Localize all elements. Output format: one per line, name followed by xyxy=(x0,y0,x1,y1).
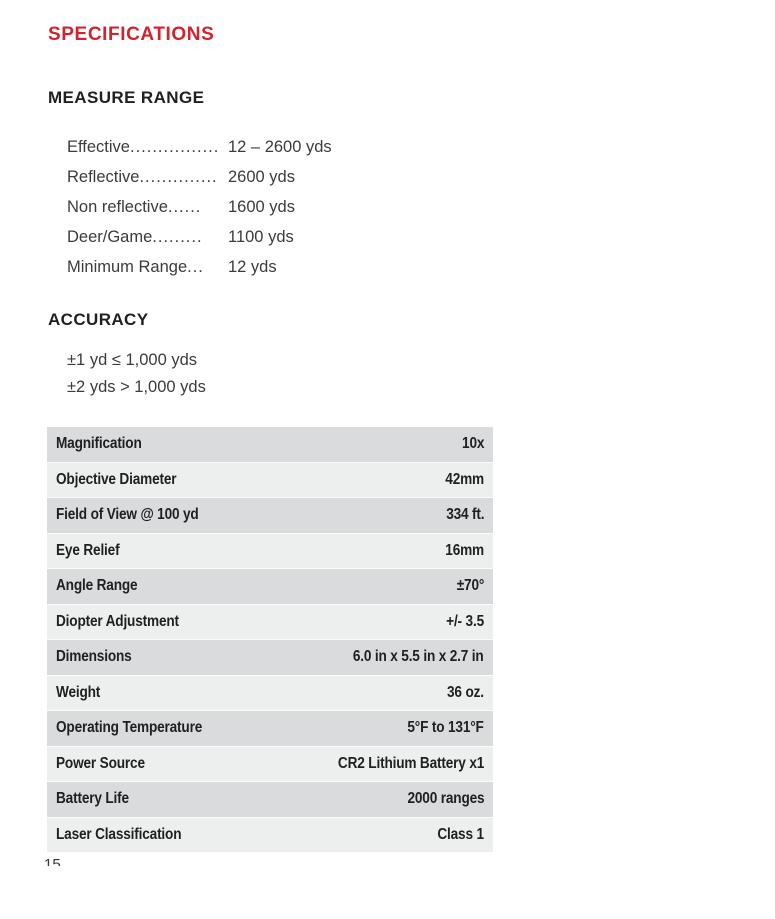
spec-label: Dimensions xyxy=(56,648,132,666)
table-row: Power Source CR2 Lithium Battery x1 xyxy=(47,746,493,782)
list-item-value: 1100 yds xyxy=(228,228,294,246)
accuracy-line: ±2 yds > 1,000 yds xyxy=(67,378,206,396)
table-row: Diopter Adjustment +/- 3.5 xyxy=(47,604,493,640)
list-item-label: Effective xyxy=(67,138,130,156)
accuracy-list: ±1 yd ≤ 1,000 yds ±2 yds > 1,000 yds xyxy=(67,347,206,401)
spec-label: Magnification xyxy=(56,435,142,453)
list-item-leader: Effective................ xyxy=(67,132,228,162)
spec-label: Battery Life xyxy=(56,790,129,808)
spec-table: Magnification 10x Objective Diameter 42m… xyxy=(47,427,493,853)
spec-label: Operating Temperature xyxy=(56,719,203,737)
spec-value: 334 ft. xyxy=(445,506,484,524)
page-title: SPECIFICATIONS xyxy=(48,24,215,45)
page-number: 15 xyxy=(44,856,61,866)
spec-value: CR2 Lithium Battery x1 xyxy=(337,754,484,772)
table-row: Magnification 10x xyxy=(47,427,493,463)
list-item-label: Reflective xyxy=(67,168,140,186)
list-item: Reflective.............. 2600 yds xyxy=(67,162,332,192)
measure-range-heading: MEASURE RANGE xyxy=(48,88,205,107)
spec-value: 36 oz. xyxy=(447,683,484,701)
table-row: Field of View @ 100 yd 334 ft. xyxy=(47,498,493,534)
table-row: Weight 36 oz. xyxy=(47,675,493,711)
dot-leader: ................ xyxy=(129,138,220,156)
accuracy-line: ±1 yd ≤ 1,000 yds xyxy=(67,351,198,369)
list-item-label: Minimum Range xyxy=(67,258,188,276)
spec-value: +/- 3.5 xyxy=(446,612,484,630)
spec-value: 42mm xyxy=(445,470,484,488)
spec-label: Power Source xyxy=(56,754,145,772)
list-item: Non reflective...... 1600 yds xyxy=(67,192,332,222)
spec-label: Objective Diameter xyxy=(56,470,177,488)
page-number-text: 15 xyxy=(44,856,61,866)
spec-label: Diopter Adjustment xyxy=(56,612,179,630)
spec-value: Class 1 xyxy=(437,825,484,843)
list-item-leader: Reflective.............. xyxy=(67,162,228,192)
table-row: Battery Life 2000 ranges xyxy=(47,782,493,818)
measure-range-list: Effective................ 12 – 2600 yds … xyxy=(67,132,332,282)
spec-value: 6.0 in x 5.5 in x 2.7 in xyxy=(353,648,484,666)
dot-leader: ...... xyxy=(167,198,202,216)
list-item-leader: Minimum Range... xyxy=(67,252,228,282)
list-item-value: 12 yds xyxy=(228,258,277,276)
list-item: Deer/Game......... 1100 yds xyxy=(67,222,332,252)
dot-leader: ... xyxy=(187,258,204,276)
list-item: Effective................ 12 – 2600 yds xyxy=(67,132,332,162)
spec-value: 5°F to 131°F xyxy=(407,719,484,737)
table-row: Dimensions 6.0 in x 5.5 in x 2.7 in xyxy=(47,640,493,676)
spec-label: Weight xyxy=(56,683,101,701)
list-item-label: Non reflective xyxy=(67,198,168,216)
list-item-value: 1600 yds xyxy=(228,198,295,216)
spec-label: Laser Classification xyxy=(56,825,182,843)
spec-value: ±70° xyxy=(456,577,485,595)
accuracy-heading: ACCURACY xyxy=(48,310,149,329)
table-row: Eye Relief 16mm xyxy=(47,533,493,569)
table-row: Operating Temperature 5°F to 131°F xyxy=(47,711,493,747)
table-row: Objective Diameter 42mm xyxy=(47,462,493,498)
table-row: Laser Classification Class 1 xyxy=(47,817,493,853)
spec-label: Angle Range xyxy=(56,577,138,595)
spec-value: 16mm xyxy=(445,541,484,559)
list-item-value: 2600 yds xyxy=(228,168,295,186)
list-item-label: Deer/Game xyxy=(67,228,153,246)
spec-label: Eye Relief xyxy=(56,541,120,559)
list-item-value: 12 – 2600 yds xyxy=(228,138,332,156)
dot-leader: .............. xyxy=(139,168,218,186)
spec-value: 2000 ranges xyxy=(407,790,484,808)
list-item-leader: Non reflective...... xyxy=(67,192,228,222)
spec-value: 10x xyxy=(461,435,484,453)
dot-leader: ......... xyxy=(152,228,203,246)
table-row: Angle Range ±70° xyxy=(47,569,493,605)
list-item: Minimum Range... 12 yds xyxy=(67,252,332,282)
list-item-leader: Deer/Game......... xyxy=(67,222,228,252)
spec-label: Field of View @ 100 yd xyxy=(56,506,199,524)
